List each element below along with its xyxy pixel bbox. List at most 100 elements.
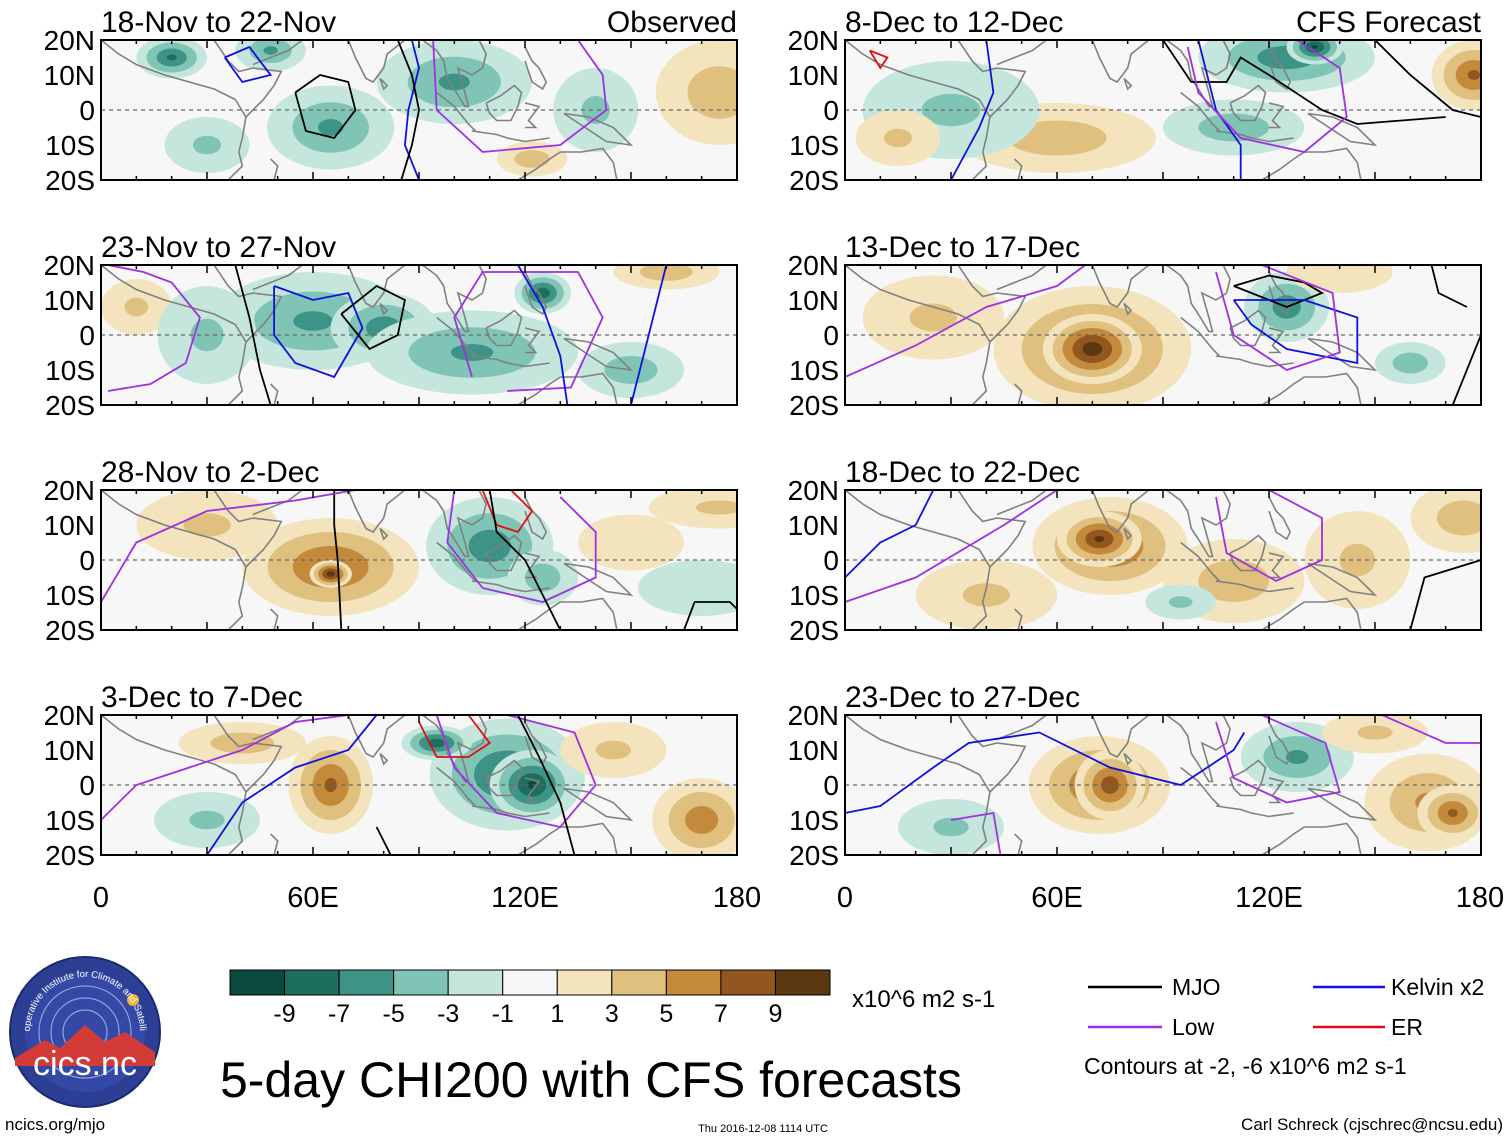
lat-tick-label: 10S	[789, 130, 839, 161]
anomaly-region	[166, 54, 177, 61]
longitude-axis-left: 0 60E 120E 180	[93, 882, 761, 914]
lat-tick-label: 0	[823, 320, 839, 351]
lat-tick-label: 10N	[788, 60, 839, 91]
colorbar-label: -3	[437, 1000, 459, 1028]
anomaly-region	[1286, 750, 1309, 764]
map-panel: 8-Dec to 12-Dec CFS Forecast 20N 10N 0 10S 20S	[788, 6, 1482, 196]
lat-tick-label: 0	[823, 545, 839, 576]
contour-kelvin	[273, 285, 364, 379]
contour-mjo	[1409, 559, 1481, 630]
contour-low	[1215, 490, 1323, 583]
contour-kelvin	[1197, 40, 1242, 180]
lat-tick-label: 10N	[44, 60, 95, 91]
coastline	[1304, 597, 1362, 630]
lat-tick-label: 10N	[788, 510, 839, 541]
contour-mjo	[333, 490, 343, 630]
contour-mjo	[294, 74, 357, 140]
coastline	[320, 40, 406, 84]
legend-item-low: Low	[1088, 1014, 1215, 1040]
anomaly-region	[1467, 70, 1480, 80]
coastline	[1304, 822, 1362, 855]
coastline	[957, 490, 1027, 568]
coastline	[422, 265, 487, 333]
colorbar-swatch	[774, 969, 831, 996]
coastline	[1123, 752, 1133, 766]
anomaly-region	[1436, 500, 1481, 536]
coastline	[270, 158, 279, 180]
logo-sun	[127, 994, 139, 1006]
coastline	[845, 715, 991, 855]
anomaly-region	[578, 514, 684, 571]
lon-tick-label: 180	[713, 882, 761, 914]
coastline	[213, 40, 283, 118]
lat-tick-label: 20S	[789, 840, 839, 871]
coastline	[1166, 715, 1231, 783]
column-label: Observed	[607, 6, 737, 39]
contour-kelvin	[517, 265, 569, 405]
lat-tick-label: 20N	[788, 700, 839, 731]
legend-item-mjo: MJO	[1088, 974, 1221, 1000]
coastline	[1123, 527, 1133, 541]
coastline	[485, 84, 523, 122]
coastline	[485, 534, 523, 572]
coastline	[101, 265, 247, 405]
coastline	[1307, 337, 1378, 372]
colorbar-label: -9	[273, 1000, 295, 1028]
coastline	[1166, 265, 1231, 333]
coastline	[1307, 112, 1378, 147]
lon-tick-label: 0	[93, 882, 109, 914]
coastline	[1247, 601, 1305, 630]
contour-mjo	[1451, 334, 1481, 405]
legend-label: ER	[1391, 1014, 1423, 1040]
coastline	[1215, 580, 1294, 593]
coastline	[270, 383, 279, 405]
lon-tick-label: 0	[837, 882, 853, 914]
footer-url: ncics.org/mjo	[5, 1115, 105, 1134]
coastline	[1180, 541, 1221, 582]
coastline	[252, 490, 303, 516]
lat-tick-label: 10S	[789, 355, 839, 386]
colorbar-swatch	[611, 969, 667, 996]
contour-mjo	[234, 265, 272, 405]
contour-mjo	[1430, 265, 1468, 308]
colorbar-label: 5	[659, 1000, 673, 1028]
lat-tick-label: 10N	[788, 285, 839, 316]
coastline	[560, 147, 618, 180]
map-panel: 18-Nov to 22-Nov Observed 20N 10N 0 10S 20S	[44, 6, 738, 196]
panel-title: 23-Nov to 27-Nov	[101, 231, 336, 264]
colorbar-swatch	[338, 969, 395, 996]
colorbar-swatch	[665, 969, 722, 996]
anomaly-region	[933, 817, 969, 837]
coastline	[1229, 759, 1267, 797]
coastline	[996, 715, 1047, 741]
panel-field	[845, 40, 1481, 180]
colorbar-label: 9	[769, 1000, 783, 1028]
coastline	[560, 372, 618, 405]
panel-field	[101, 715, 737, 855]
lat-tick-label: 0	[79, 320, 95, 351]
anomaly-region	[962, 583, 1010, 607]
contour-low	[435, 715, 597, 828]
panel-title: 13-Dec to 17-Dec	[845, 231, 1080, 264]
lat-tick-label: 0	[823, 770, 839, 801]
anomaly-region	[595, 740, 631, 760]
panel-field	[101, 265, 737, 405]
legend-item-kelvin: Kelvin x2	[1313, 974, 1484, 1000]
anomaly-region	[695, 500, 737, 515]
lat-tick-label: 20S	[45, 165, 95, 196]
coastline	[524, 271, 548, 316]
coastline	[1268, 496, 1292, 541]
coastline	[503, 826, 561, 855]
anomaly-region	[1094, 535, 1105, 543]
anomaly-region	[514, 150, 550, 168]
anomaly-region	[1082, 342, 1103, 356]
coastline	[560, 822, 618, 855]
colorbar-swatch	[284, 969, 340, 996]
coastline	[524, 721, 548, 766]
anomaly-region	[326, 571, 335, 577]
anomaly-region	[648, 490, 737, 529]
coastline	[1166, 490, 1231, 558]
coastline	[485, 309, 523, 347]
